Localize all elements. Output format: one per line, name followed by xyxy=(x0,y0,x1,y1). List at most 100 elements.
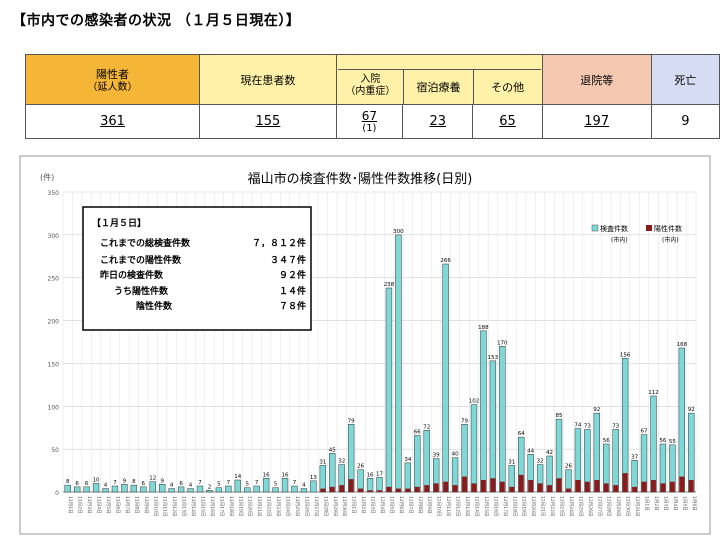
bar-positive xyxy=(556,478,562,492)
bar-label: 170 xyxy=(497,340,508,346)
bar-tests xyxy=(546,455,553,493)
bar-positive xyxy=(348,479,354,492)
x-tick-label: 12月10日 xyxy=(436,496,442,516)
x-tick-label: 11月6日 xyxy=(114,496,120,514)
bar-label: 31 xyxy=(508,459,515,465)
x-tick-label: 12月16日 xyxy=(492,496,498,516)
bar-positive xyxy=(603,483,609,492)
bar-tests xyxy=(631,460,638,493)
bar-positive xyxy=(518,474,524,492)
bar-positive xyxy=(377,490,382,492)
bar-label: 102 xyxy=(469,399,480,405)
bar-label: 92 xyxy=(688,407,695,413)
header-discharged-label: 退院等 xyxy=(580,73,614,87)
x-tick-label: 11月22日 xyxy=(266,496,272,516)
annotation-label-2: これまでの陽性件数 xyxy=(100,254,182,266)
bar-label: 26 xyxy=(357,464,364,470)
bar-label: 12 xyxy=(149,476,156,482)
x-tick-label: 11月14日 xyxy=(190,496,196,516)
bar-tests xyxy=(83,486,90,493)
header-current-breakdown xyxy=(335,54,543,105)
bar-positive xyxy=(566,488,571,492)
bar-tests xyxy=(385,287,393,493)
bar-label: 8 xyxy=(66,479,70,485)
bar-positive xyxy=(594,480,600,492)
bar-label: 16 xyxy=(282,472,289,478)
value-current: 155 xyxy=(199,104,337,139)
x-tick-label: 12月22日 xyxy=(549,496,555,516)
bar-label: 5 xyxy=(245,482,249,488)
bar-tests xyxy=(376,477,383,493)
bar-tests xyxy=(508,465,515,493)
bar-label: 4 xyxy=(170,483,174,489)
y-tick-label: 150 xyxy=(48,361,60,368)
x-tick-label: 12月20日 xyxy=(530,496,536,516)
x-tick-label: 11月2日 xyxy=(77,496,83,514)
value-other-text: 65 xyxy=(499,114,516,129)
bar-label: 92 xyxy=(593,407,600,413)
bar-tests xyxy=(206,490,213,493)
x-tick-label: 1月2日 xyxy=(653,496,659,511)
bar-positive xyxy=(660,483,666,492)
bar-tests xyxy=(121,484,128,493)
bar-label: 2 xyxy=(208,484,212,490)
header-positive-sub: （延人数） xyxy=(87,82,138,93)
header-hotel-label: 宿泊療養 xyxy=(416,81,461,94)
bar-label: 39 xyxy=(433,453,440,459)
bar-label: 55 xyxy=(669,439,676,445)
y-tick-label: 300 xyxy=(48,233,60,240)
bar-label: 8 xyxy=(132,479,136,485)
bar-tests xyxy=(272,487,279,493)
value-deaths: 9 xyxy=(650,104,720,139)
legend-swatch-positive xyxy=(646,225,652,231)
x-tick-label: 12月6日 xyxy=(398,496,404,514)
value-hospital-severe: (1) xyxy=(362,122,377,134)
bar-positive xyxy=(490,478,496,492)
x-tick-label: 12月7日 xyxy=(407,496,413,514)
bar-tests xyxy=(262,478,270,493)
bar-positive xyxy=(679,476,685,492)
bar-label: 44 xyxy=(527,448,534,454)
bar-tests xyxy=(536,464,544,493)
bar-label: 153 xyxy=(488,355,499,361)
x-tick-label: 12月29日 xyxy=(615,496,621,516)
bar-positive xyxy=(452,485,458,492)
bar-tests xyxy=(451,457,459,493)
x-tick-label: 11月28日 xyxy=(322,496,328,516)
header-deaths: 死亡 xyxy=(650,54,720,105)
bar-tests xyxy=(357,469,364,493)
value-hospital-text: 67 xyxy=(361,108,378,123)
bar-positive xyxy=(405,488,411,492)
value-hotel-text: 23 xyxy=(429,114,446,129)
bar-label: 32 xyxy=(338,459,345,465)
bar-tests xyxy=(518,436,525,493)
bar-tests xyxy=(281,478,289,493)
header-current: 現在患者数 xyxy=(199,54,337,105)
bar-tests xyxy=(64,484,71,493)
y-tick-label: 350 xyxy=(48,190,60,197)
grid xyxy=(62,191,697,493)
bar-tests xyxy=(593,412,600,493)
bar-tests xyxy=(291,485,298,493)
x-tick-label: 11月8日 xyxy=(133,496,139,514)
bar-label: 6 xyxy=(85,481,89,487)
legend-label-tests: 検査件数 xyxy=(600,224,628,233)
bar-label: 4 xyxy=(189,483,193,489)
x-tick-label: 12月4日 xyxy=(379,496,385,514)
bar-label: 79 xyxy=(461,418,468,424)
bar-positive xyxy=(632,486,638,492)
bar-label: 37 xyxy=(631,454,638,460)
bar-label: 56 xyxy=(659,438,666,444)
y-tick-label: 200 xyxy=(48,319,60,326)
x-tick-label: 12月2日 xyxy=(360,496,366,514)
x-tick-label: 12月24日 xyxy=(568,496,574,516)
bar-tests xyxy=(73,486,81,493)
bar-tests xyxy=(584,429,591,493)
bar-positive xyxy=(651,480,656,492)
x-tick-label: 12月30日 xyxy=(625,496,631,516)
x-tick-label: 12月26日 xyxy=(587,496,593,516)
x-tick-label: 11月24日 xyxy=(285,496,291,516)
bar-label: 6 xyxy=(142,481,146,487)
x-tick-label: 11月20日 xyxy=(247,496,253,516)
header-discharged: 退院等 xyxy=(541,54,652,105)
